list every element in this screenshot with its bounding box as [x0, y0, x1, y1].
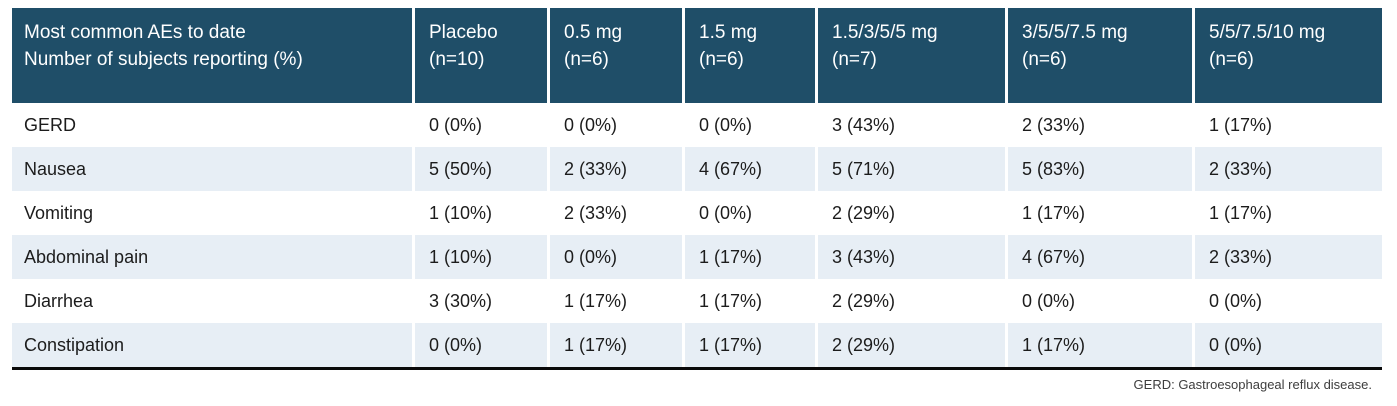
footnote-gerd-definition: GERD: Gastroesophageal reflux disease. — [1133, 377, 1372, 392]
table-cell: 2 (33%) — [1195, 235, 1382, 279]
header-cell-dose-0-5mg: 0.5 mg (n=6) — [550, 8, 682, 103]
header-n-label: (n=6) — [699, 49, 744, 70]
table-cell: 3 (30%) — [415, 279, 547, 323]
table-row-gerd: GERD 0 (0%) 0 (0%) 0 (0%) 3 (43%) 2 (33%… — [12, 103, 1382, 147]
header-cell-placebo: Placebo (n=10) — [415, 8, 547, 103]
table-cell: 4 (67%) — [685, 147, 815, 191]
table-cell: 2 (33%) — [550, 191, 682, 235]
table-cell: 1 (17%) — [685, 323, 815, 367]
row-label: GERD — [12, 103, 412, 147]
table-cell: 1 (10%) — [415, 191, 547, 235]
table-cell: 5 (71%) — [818, 147, 1005, 191]
adverse-events-table: Most common AEs to date Number of subjec… — [12, 8, 1382, 392]
table-cell: 2 (33%) — [1008, 103, 1192, 147]
header-dose-label: 5/5/7.5/10 mg — [1209, 22, 1326, 43]
header-dose-label: 1.5 mg — [699, 22, 758, 43]
table-cell: 2 (29%) — [818, 323, 1005, 367]
row-label: Nausea — [12, 147, 412, 191]
table-cell: 0 (0%) — [1195, 323, 1382, 367]
row-label: Diarrhea — [12, 279, 412, 323]
table-row-diarrhea: Diarrhea 3 (30%) 1 (17%) 1 (17%) 2 (29%)… — [12, 279, 1382, 323]
header-n-label: (n=10) — [429, 49, 485, 70]
header-dose-label: 3/5/5/7.5 mg — [1022, 22, 1128, 43]
table-cell: 0 (0%) — [415, 323, 547, 367]
table-cell: 1 (17%) — [1195, 103, 1382, 147]
table-cell: 2 (29%) — [818, 191, 1005, 235]
table-cell: 3 (43%) — [818, 103, 1005, 147]
header-dose-label: 1.5/3/5/5 mg — [832, 22, 938, 43]
table-cell: 1 (10%) — [415, 235, 547, 279]
table-cell: 4 (67%) — [1008, 235, 1192, 279]
table-cell: 0 (0%) — [550, 103, 682, 147]
table-cell: 2 (29%) — [818, 279, 1005, 323]
table-cell: 1 (17%) — [685, 279, 815, 323]
header-title-line2: Number of subjects reporting (%) — [24, 49, 303, 70]
table-cell: 1 (17%) — [550, 279, 682, 323]
table-row-constipation: Constipation 0 (0%) 1 (17%) 1 (17%) 2 (2… — [12, 323, 1382, 367]
table-cell: 2 (33%) — [550, 147, 682, 191]
table-cell: 5 (50%) — [415, 147, 547, 191]
table-bottom-border — [12, 367, 1382, 370]
table-header-row: Most common AEs to date Number of subjec… — [12, 8, 1382, 103]
table-cell: 0 (0%) — [1195, 279, 1382, 323]
header-n-label: (n=6) — [1022, 49, 1067, 70]
header-dose-label: Placebo — [429, 22, 498, 43]
table-cell: 3 (43%) — [818, 235, 1005, 279]
table-row-nausea: Nausea 5 (50%) 2 (33%) 4 (67%) 5 (71%) 5… — [12, 147, 1382, 191]
row-label: Vomiting — [12, 191, 412, 235]
table-cell: 0 (0%) — [685, 191, 815, 235]
table-cell: 0 (0%) — [415, 103, 547, 147]
table-cell: 1 (17%) — [1195, 191, 1382, 235]
table-cell: 0 (0%) — [1008, 279, 1192, 323]
table-cell: 0 (0%) — [685, 103, 815, 147]
table-cell: 1 (17%) — [1008, 323, 1192, 367]
table-cell: 1 (17%) — [1008, 191, 1192, 235]
table-row-vomiting: Vomiting 1 (10%) 2 (33%) 0 (0%) 2 (29%) … — [12, 191, 1382, 235]
header-dose-label: 0.5 mg — [564, 22, 623, 43]
table-cell: 1 (17%) — [685, 235, 815, 279]
header-title-line1: Most common AEs to date — [24, 22, 246, 43]
header-cell-dose-1-5mg: 1.5 mg (n=6) — [685, 8, 815, 103]
header-n-label: (n=7) — [832, 49, 877, 70]
table-row-abdominal-pain: Abdominal pain 1 (10%) 0 (0%) 1 (17%) 3 … — [12, 235, 1382, 279]
header-cell-ae-title: Most common AEs to date Number of subjec… — [12, 8, 412, 103]
header-cell-dose-titration-2: 3/5/5/7.5 mg (n=6) — [1008, 8, 1192, 103]
table-cell: 5 (83%) — [1008, 147, 1192, 191]
table-cell: 0 (0%) — [550, 235, 682, 279]
header-n-label: (n=6) — [1209, 49, 1254, 70]
header-n-label: (n=6) — [564, 49, 609, 70]
table-cell: 1 (17%) — [550, 323, 682, 367]
row-label: Constipation — [12, 323, 412, 367]
table-cell: 2 (33%) — [1195, 147, 1382, 191]
header-cell-dose-titration-3: 5/5/7.5/10 mg (n=6) — [1195, 8, 1382, 103]
header-cell-dose-titration-1: 1.5/3/5/5 mg (n=7) — [818, 8, 1005, 103]
row-label: Abdominal pain — [12, 235, 412, 279]
